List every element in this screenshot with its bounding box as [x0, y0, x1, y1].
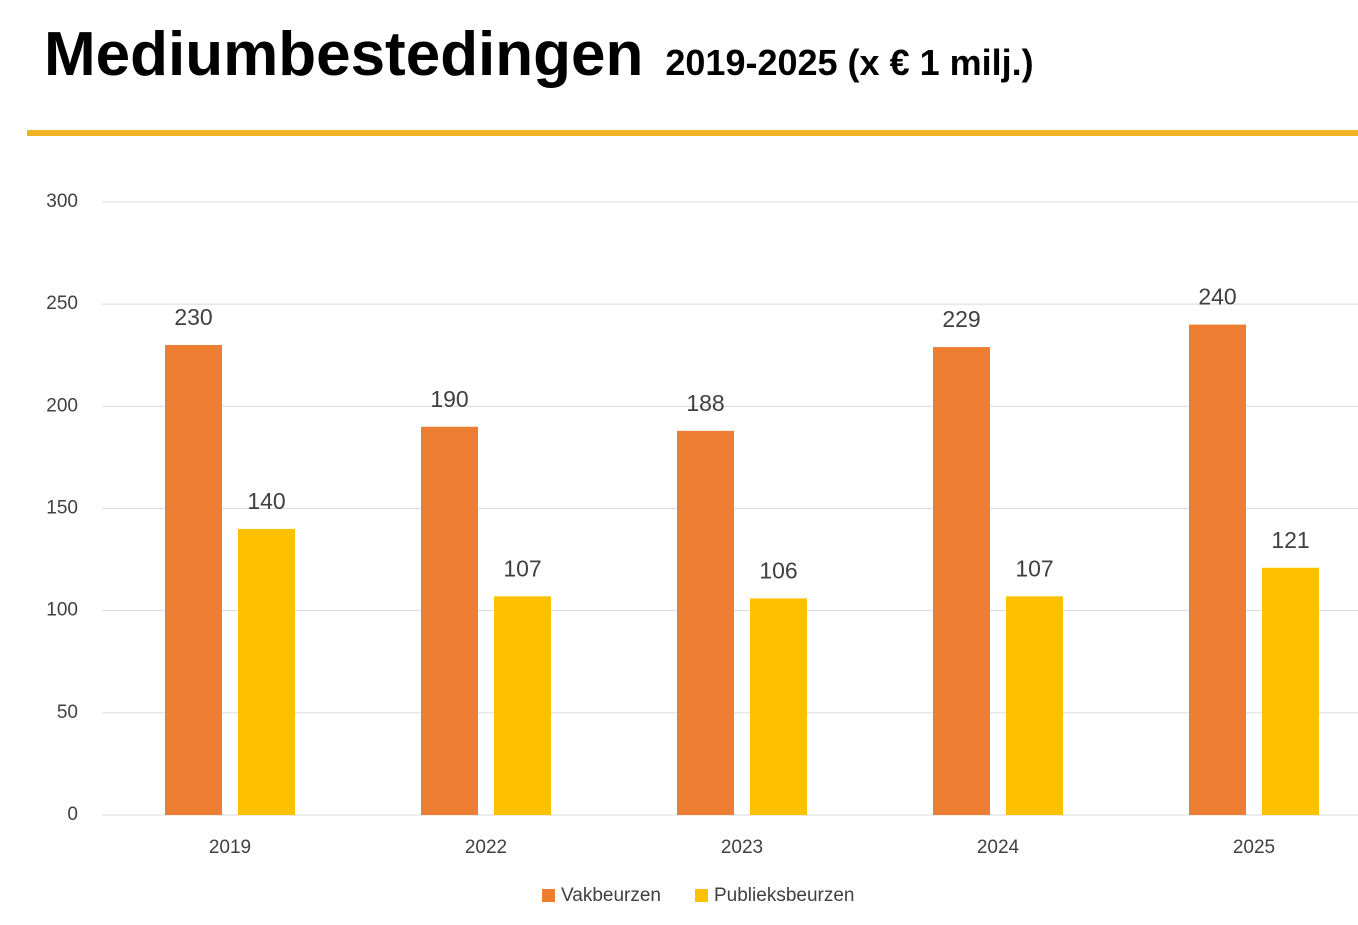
bar	[238, 528, 295, 815]
data-label: 121	[1271, 527, 1309, 553]
bar	[494, 596, 551, 815]
x-tick-label: 2019	[209, 837, 251, 858]
y-tick-label: 300	[46, 191, 78, 212]
data-label: 140	[247, 488, 285, 514]
y-tick-label: 200	[46, 395, 78, 416]
bar	[1189, 324, 1246, 815]
bar	[677, 430, 734, 815]
bar	[1006, 596, 1063, 815]
data-label: 106	[759, 557, 797, 583]
chart-title: Mediumbestedingen 2019-2025 (x € 1 milj.)	[44, 20, 1034, 89]
bar	[421, 426, 478, 815]
x-tick-label: 2025	[1233, 837, 1275, 858]
x-tick-label: 2022	[465, 837, 507, 858]
data-label: 230	[174, 304, 212, 330]
data-label: 107	[1015, 555, 1053, 581]
legend-label: Vakbeurzen	[561, 885, 661, 906]
data-label: 188	[686, 390, 724, 416]
bar	[165, 345, 222, 815]
title-text: Mediumbestedingen	[44, 20, 643, 89]
chart-subtitle: 2019-2025 (x € 1 milj.)	[665, 42, 1033, 83]
y-tick-label: 50	[57, 702, 78, 723]
y-tick-label: 0	[67, 804, 78, 825]
x-tick-label: 2024	[977, 837, 1020, 858]
legend-swatch	[542, 889, 555, 902]
x-tick-label: 2023	[721, 837, 763, 858]
data-label: 240	[1198, 284, 1236, 310]
legend-label: Publieksbeurzen	[714, 885, 854, 906]
title-rule	[27, 130, 1358, 136]
y-tick-label: 100	[46, 600, 78, 621]
data-label: 107	[503, 555, 541, 581]
legend-swatch	[695, 889, 708, 902]
bar	[933, 347, 990, 815]
bar	[750, 598, 807, 815]
y-tick-label: 250	[46, 293, 78, 314]
data-label: 229	[942, 306, 980, 332]
bar	[1262, 567, 1319, 815]
y-tick-label: 150	[46, 498, 78, 519]
data-label: 190	[430, 386, 468, 412]
